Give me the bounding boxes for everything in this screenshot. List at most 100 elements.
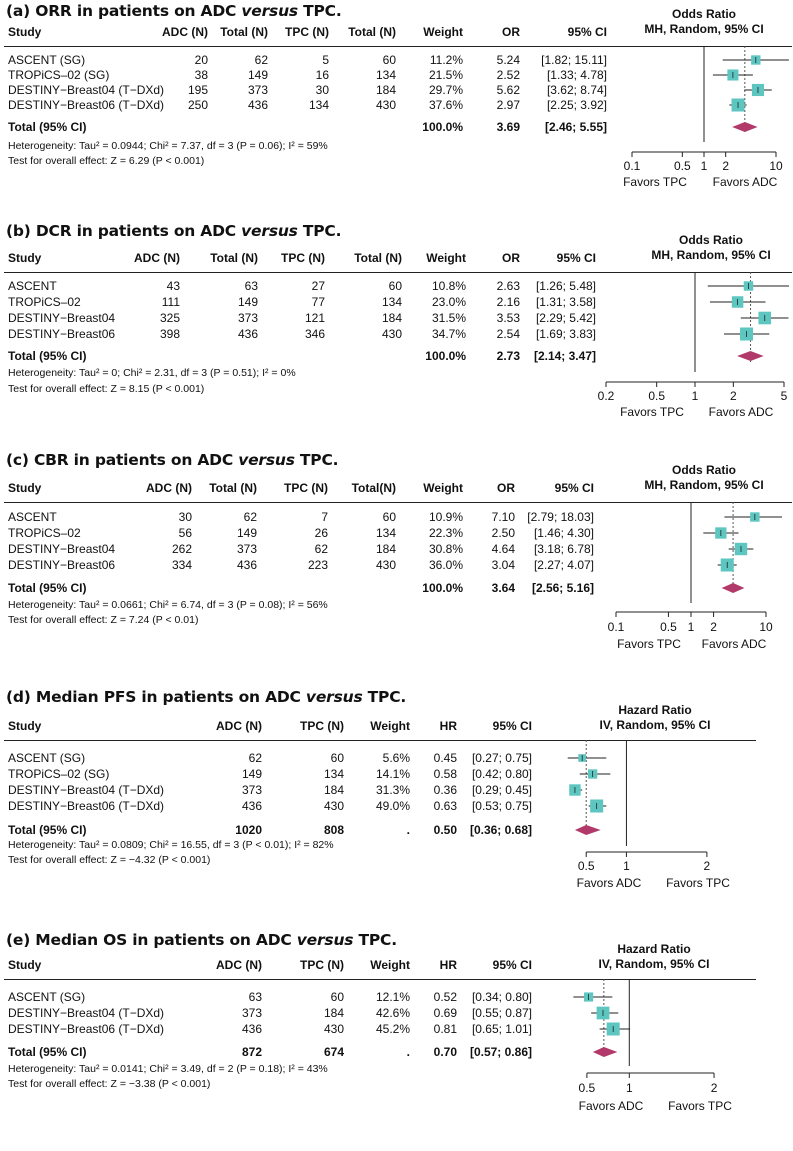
x-tick-label: 5 <box>781 389 788 403</box>
heterogeneity-stats: Heterogeneity: Tau² = 0.0809; Chi² = 16.… <box>8 839 334 851</box>
total-row-col-6: 3.69 <box>496 120 520 134</box>
study-row-3-col-5: 34.7% <box>431 327 466 341</box>
study-row-0-col-3: 12.1% <box>375 990 410 1004</box>
column-header: Total (N) <box>209 481 257 495</box>
study-row-1-col-2: 149 <box>247 68 268 82</box>
forest-plot-area: 0.2 0.5 1 2 5 Favors TPC Favors ADC <box>598 272 790 419</box>
panel-title-versus: versus <box>305 688 363 706</box>
study-row-0-col-3: 7 <box>321 510 328 524</box>
study-row-1-col-4: 134 <box>375 526 396 540</box>
favors-right-label: Favors ADC <box>709 405 774 419</box>
study-row-2-col-7: [3.62; 8.74] <box>546 83 607 97</box>
pooled-diamond <box>721 583 745 593</box>
study-row-1-col-1: 149 <box>241 767 262 781</box>
total-row-col-0: Total (95% CI) <box>8 349 87 363</box>
plot-method-header: MH, Random, 95% CI <box>651 248 771 262</box>
plot-measure-header: Odds Ratio <box>678 233 744 247</box>
study-row-3-col-2: 430 <box>323 799 344 813</box>
study-row-0-col-4: 60 <box>388 279 402 293</box>
favors-left-label: Favors ADC <box>577 876 642 890</box>
study-row-2-col-3: 45.2% <box>375 1022 410 1036</box>
study-row-1-col-3: 14.1% <box>375 767 410 781</box>
column-header: OR <box>502 25 520 39</box>
heterogeneity-stats: Heterogeneity: Tau² = 0.0661; Chi² = 6.7… <box>8 599 328 611</box>
column-header: Weight <box>423 25 463 39</box>
column-header: Total (N) <box>354 251 402 265</box>
column-header: Weight <box>423 481 463 495</box>
column-header: Study <box>8 958 42 972</box>
x-tick-label: 1 <box>688 620 695 634</box>
total-row-col-4: 0.70 <box>433 1045 457 1059</box>
column-header: Study <box>8 251 42 265</box>
study-row-2-col-4: 184 <box>381 311 402 325</box>
favors-left-label: Favors ADC <box>579 1099 644 1113</box>
study-row-0-col-2: 60 <box>330 751 344 765</box>
header-divider <box>4 502 792 503</box>
overall-effect-test: Test for overall effect: Z = −4.32 (P < … <box>8 854 211 866</box>
favors-right-label: Favors ADC <box>713 175 778 189</box>
study-row-2-col-6: 4.64 <box>491 542 515 556</box>
favors-right-label: Favors ADC <box>702 637 767 651</box>
study-row-0-col-6: 7.10 <box>491 510 515 524</box>
study-row-0-col-6: 2.63 <box>496 279 520 293</box>
total-row-col-5: 100.0% <box>422 581 463 595</box>
column-header: Weight <box>370 958 410 972</box>
study-row-1-col-4: 0.69 <box>433 1006 457 1020</box>
study-row-2-col-4: 184 <box>375 83 396 97</box>
study-row-1-col-5: 22.3% <box>428 526 463 540</box>
study-row-3-col-0: DESTINY−Breast06 (T−DXd) <box>8 98 165 112</box>
column-header: 95% CI <box>554 481 594 495</box>
study-row-0-col-3: 5 <box>322 53 329 67</box>
study-row-1-col-3: 26 <box>314 526 328 540</box>
panel-title: (e) Median OS in patients on ADC versus … <box>6 931 397 949</box>
column-header: ADC (N) <box>134 251 180 265</box>
column-header: TPC (N) <box>300 958 344 972</box>
study-row-2-col-1: 262 <box>171 542 192 556</box>
total-row-col-3: . <box>406 1045 410 1059</box>
plot-measure-header: Odds Ratio <box>671 7 737 21</box>
column-header: ADC (N) <box>216 958 262 972</box>
forest-panel-b: (b) DCR in patients on ADC versus TPC. St… <box>0 222 793 442</box>
total-row-col-0: Total (95% CI) <box>8 823 87 837</box>
column-header: 95% CI <box>492 958 532 972</box>
column-header: Study <box>8 25 42 39</box>
study-row-2-col-3: 31.3% <box>375 783 410 797</box>
study-row-2-col-5: 29.7% <box>428 83 463 97</box>
total-row-col-7: [2.46; 5.55] <box>544 120 607 134</box>
heterogeneity-stats: Heterogeneity: Tau² = 0.0944; Chi² = 7.3… <box>8 140 328 152</box>
panel-title-text: (e) Median OS in patients on ADC <box>6 931 297 949</box>
study-row-3-col-6: 2.54 <box>496 327 520 341</box>
study-row-2-col-3: 30 <box>315 83 329 97</box>
study-row-3-col-4: 430 <box>375 98 396 112</box>
panel-title-tail: TPC. <box>297 222 342 240</box>
header-divider <box>4 46 792 47</box>
study-row-0-col-4: 0.52 <box>433 990 457 1004</box>
study-row-0-col-2: 63 <box>244 279 258 293</box>
study-row-1-col-6: 2.52 <box>496 68 520 82</box>
total-row-col-5: [0.36; 0.68] <box>469 823 532 837</box>
study-row-1-col-2: 134 <box>323 767 344 781</box>
study-row-2-col-1: 436 <box>241 1022 262 1036</box>
study-row-3-col-3: 49.0% <box>375 799 410 813</box>
study-row-0-col-3: 27 <box>311 279 325 293</box>
x-tick-label: 0.1 <box>624 159 641 173</box>
column-header: HR <box>439 958 457 972</box>
study-row-1-col-4: 134 <box>375 68 396 82</box>
study-row-0-col-0: ASCENT <box>8 510 57 524</box>
plot-method-header: MH, Random, 95% CI <box>644 22 764 36</box>
panel-title-text: (a) ORR in patients on ADC <box>6 2 242 20</box>
panel-title-text: (c) CBR in patients on ADC <box>6 451 239 469</box>
total-row-col-6: 2.73 <box>496 349 520 363</box>
study-row-1-col-0: TROPiCS–02 <box>8 295 81 309</box>
overall-effect-test: Test for overall effect: Z = 8.15 (P < 0… <box>8 383 205 395</box>
study-row-2-col-7: [2.29; 5.42] <box>535 311 596 325</box>
pooled-diamond <box>592 1047 618 1057</box>
panel-title-tail: TPC. <box>294 451 339 469</box>
panel-title-text: (d) Median PFS in patients on ADC <box>6 688 306 706</box>
study-row-0-col-2: 60 <box>330 990 344 1004</box>
study-row-1-col-0: TROPiCS–02 <box>8 526 81 540</box>
column-header: ADC (N) <box>216 719 262 733</box>
overall-effect-test: Test for overall effect: Z = −3.38 (P < … <box>8 1078 211 1090</box>
study-row-0-col-1: 20 <box>194 53 208 67</box>
total-row-col-7: [2.14; 3.47] <box>533 349 596 363</box>
